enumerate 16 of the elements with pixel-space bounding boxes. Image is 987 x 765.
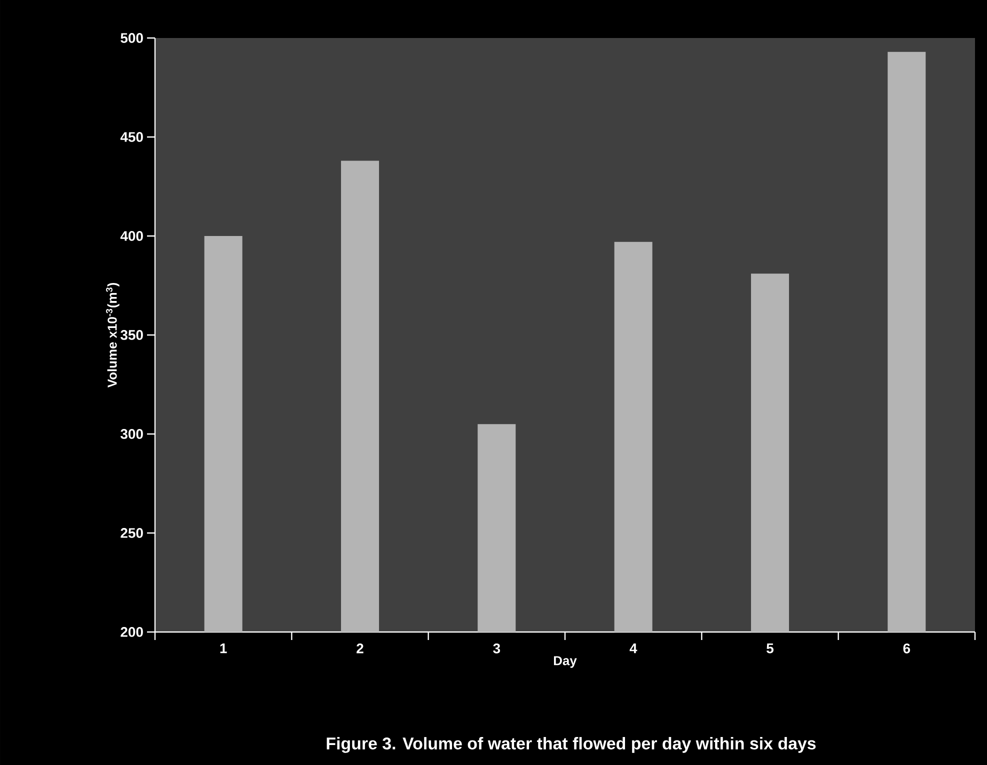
- x-tick-label: 4: [630, 644, 638, 654]
- y-axis-title: Volume x10$^{-3}$(m$^{3}$): [106, 282, 120, 388]
- y-tick-label: 350: [120, 330, 143, 340]
- x-tick-label: 3: [493, 643, 500, 654]
- y-tick-label: 400: [120, 231, 143, 241]
- y-tick-label: 300: [120, 429, 143, 439]
- x-tick-label: 6: [903, 643, 910, 654]
- x-axis-title: Day: [554, 656, 577, 668]
- y-tick-label: 200: [120, 627, 143, 637]
- y-tick-label: 250: [120, 528, 143, 538]
- text: Figure 3. Volume of water that flowed per day within six days: [326, 737, 816, 753]
- y-tick-label: 500: [120, 33, 143, 43]
- x-tick-label: 2: [356, 643, 364, 654]
- x-tick-label: 1: [220, 644, 227, 654]
- y-tick-label: 450: [120, 132, 143, 142]
- x-tick-label: 5: [766, 644, 774, 654]
